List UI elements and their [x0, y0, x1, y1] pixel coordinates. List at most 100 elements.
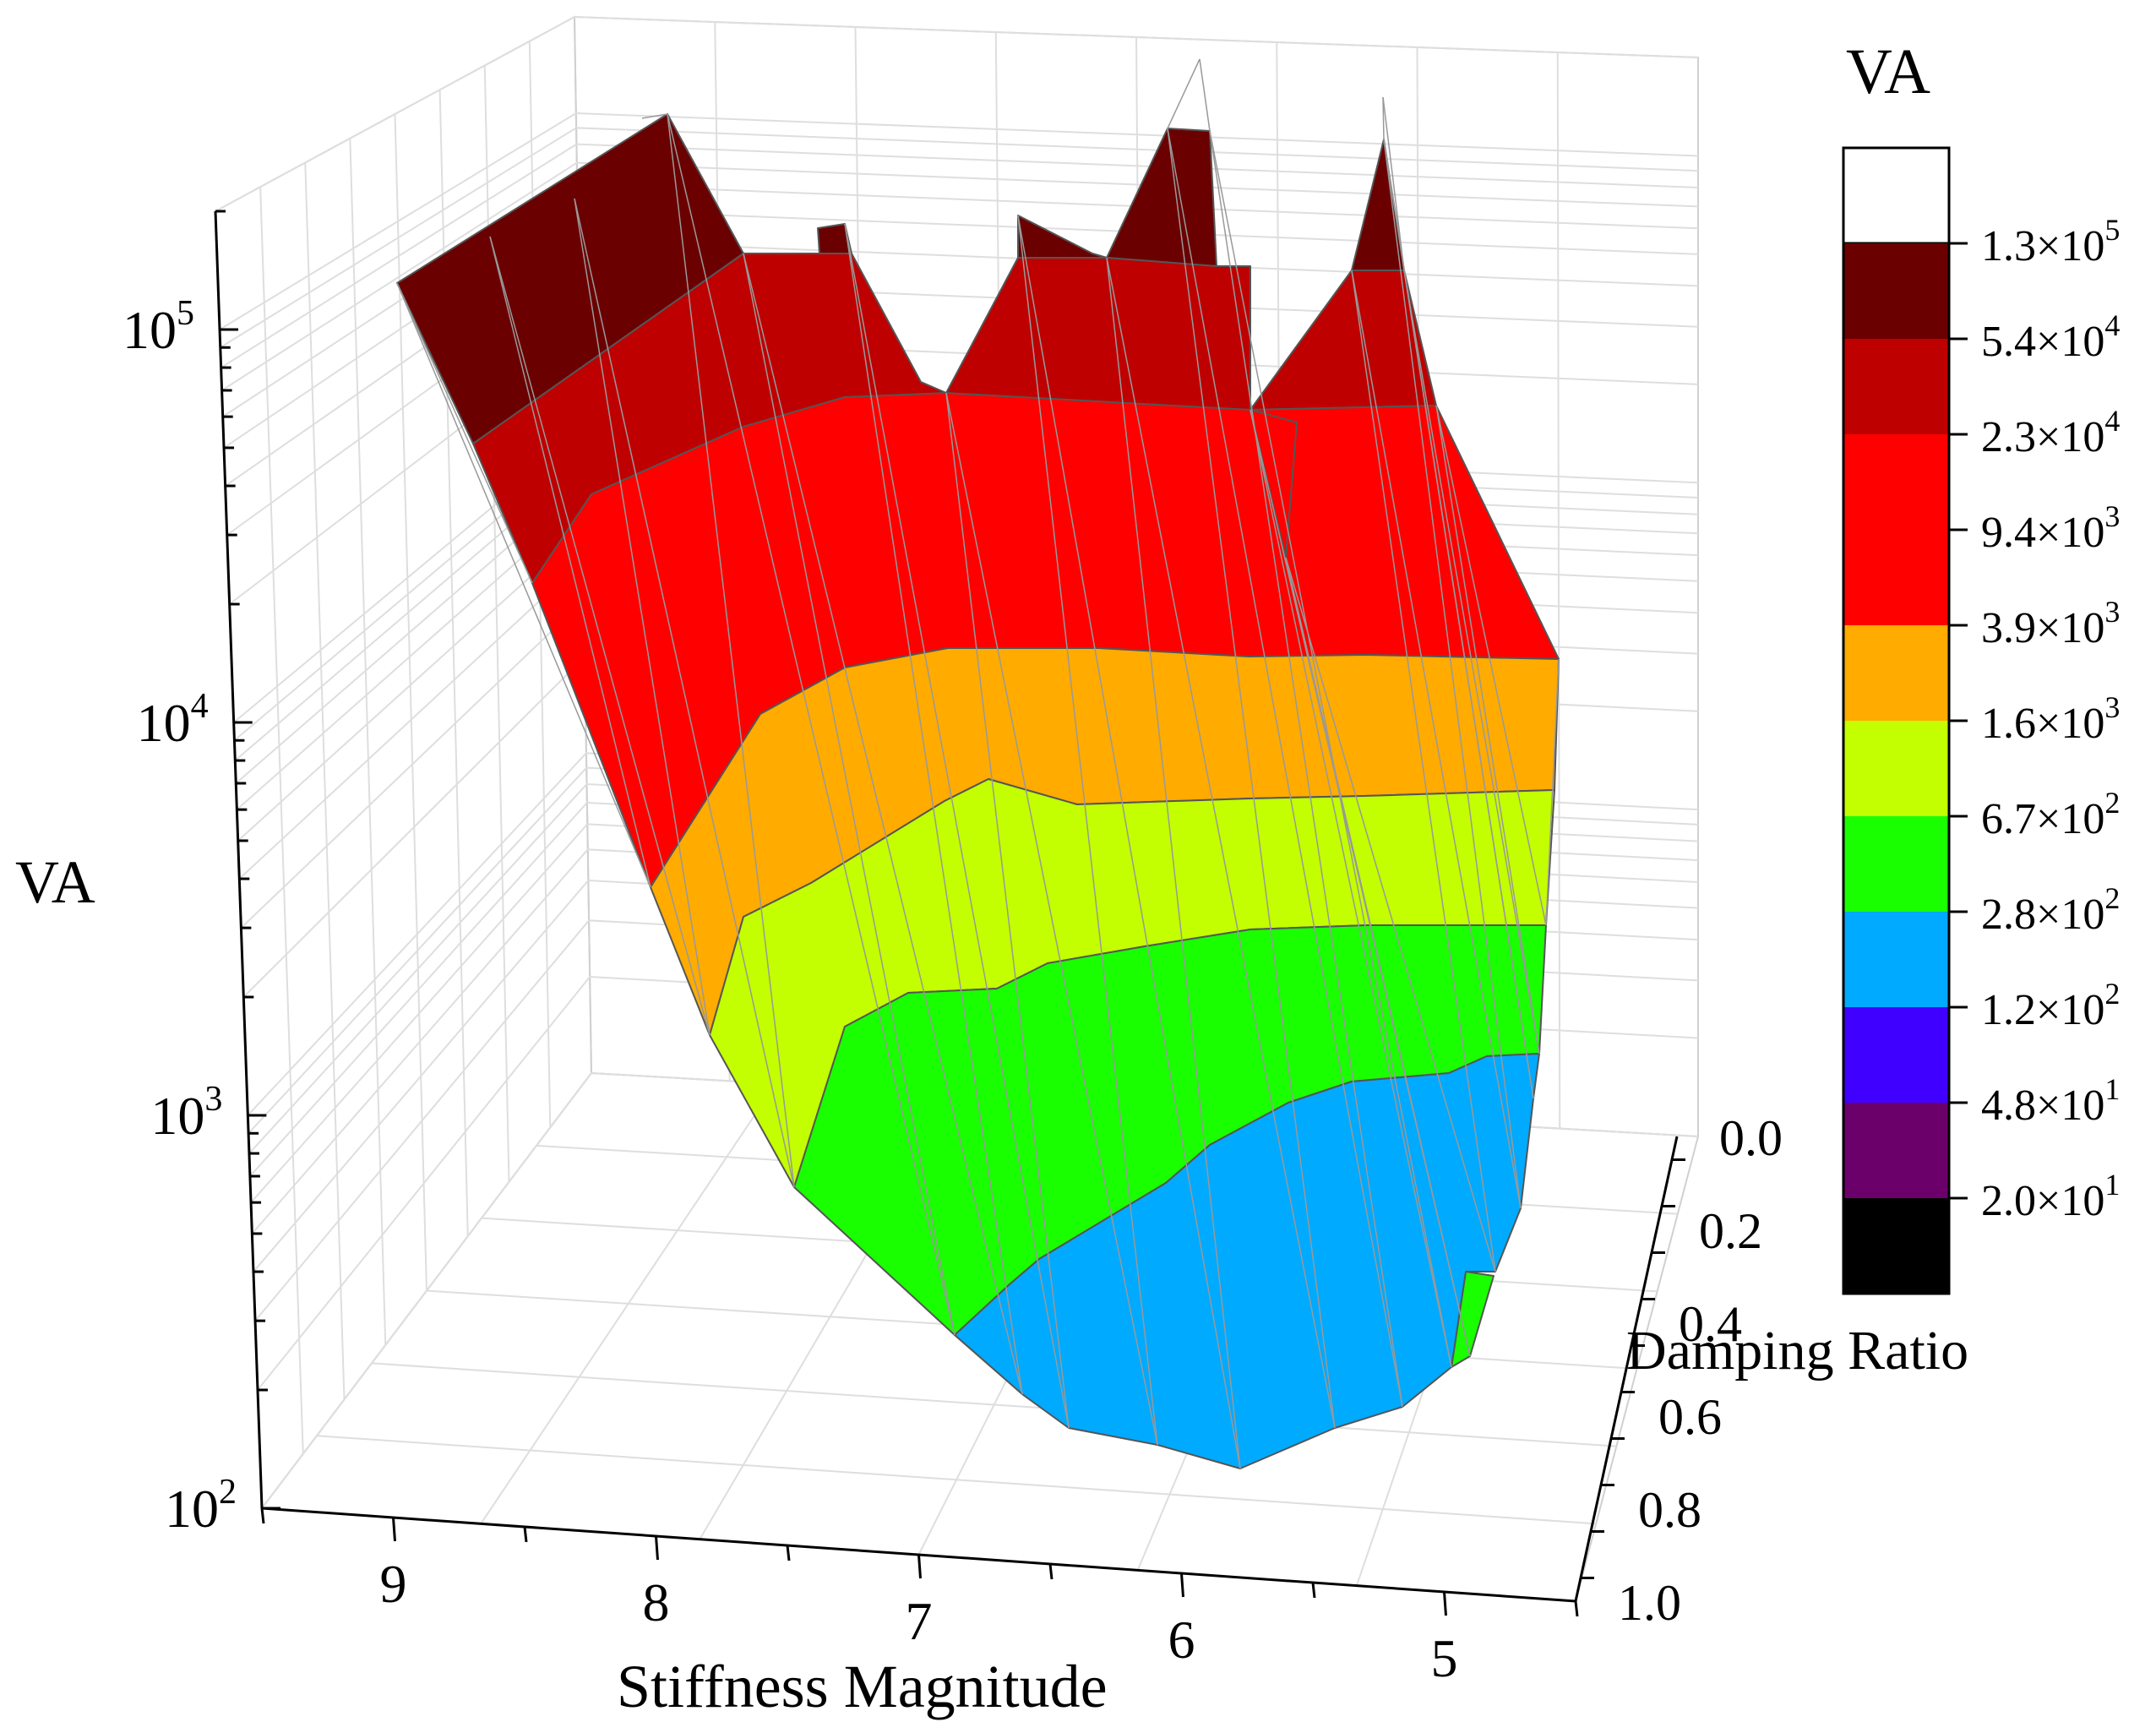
x-minor-tick	[786, 1545, 791, 1561]
colorbar-cell	[1843, 434, 1949, 530]
colorbar-cell	[1843, 912, 1949, 1007]
x-tick-label: 9	[380, 1554, 407, 1614]
colorbar-label: 1.2×102	[1981, 977, 2120, 1034]
mesh-line	[641, 113, 668, 119]
z-tick-label: 105	[122, 294, 194, 360]
mesh-line	[1435, 405, 1540, 1055]
colorbar-label: 6.7×102	[1981, 786, 2120, 843]
mesh-line	[1017, 215, 1158, 1446]
colorbar-frame	[1842, 146, 1951, 1295]
mesh-line	[1382, 96, 1405, 271]
y-tick-label: 0.2	[1699, 1203, 1762, 1259]
gridline	[220, 127, 1699, 349]
mesh-line	[667, 113, 795, 1188]
colorbar-cell	[1843, 243, 1949, 339]
colorbar-cell	[1842, 146, 1951, 245]
colorbar-cell	[1843, 721, 1949, 816]
x-major-tick	[1443, 1591, 1447, 1616]
x-minor-tick	[1048, 1563, 1054, 1580]
colorbar-cells	[1842, 146, 1968, 1295]
z-tick-label: 104	[137, 687, 209, 753]
x-tick-label: 7	[906, 1591, 933, 1651]
x-major-tick	[392, 1517, 396, 1542]
y-axis-ticks: 0.0 0.2 0.4 0.6 0.8 1.0	[1581, 1110, 1783, 1631]
y-tick-label: 0.0	[1719, 1110, 1783, 1166]
colorbar-cell	[1843, 1103, 1949, 1198]
mesh-line	[1382, 96, 1385, 140]
z-tick-label: 103	[150, 1080, 222, 1146]
mesh-line	[1017, 215, 1241, 1469]
y-tick-label: 0.6	[1658, 1389, 1722, 1445]
x-axis-title: Stiffness Magnitude	[617, 1653, 1108, 1720]
y-axis-line	[1574, 1136, 1679, 1602]
colorbar-label: 2.3×104	[1981, 404, 2120, 461]
x-minor-tick	[1574, 1600, 1579, 1617]
gridline	[221, 161, 1699, 391]
gridline	[215, 15, 1699, 212]
x-minor-tick	[260, 1507, 265, 1524]
colorbar-label: 4.8×101	[1981, 1072, 2120, 1130]
gridline	[259, 187, 304, 1454]
x-major-tick	[1180, 1572, 1184, 1598]
mesh-line	[945, 392, 1070, 1429]
colorbar-label: 2.8×102	[1981, 881, 2120, 939]
y-tick-label: 1.0	[1618, 1575, 1681, 1631]
gridline	[304, 162, 346, 1400]
gridline	[1556, 52, 1561, 1129]
y-axis-title: Damping Ratio	[1626, 1320, 1968, 1381]
surface-mesh	[396, 58, 1560, 1469]
gridline	[394, 113, 427, 1291]
colorbar-title: VA	[1846, 36, 1930, 107]
mesh-line	[1285, 557, 1496, 1273]
mesh-line	[396, 282, 651, 888]
z-tick-label: 102	[165, 1473, 237, 1539]
colorbar-label: 1.3×105	[1981, 213, 2120, 270]
colorbar-cell	[1843, 530, 1949, 625]
mesh-line	[489, 236, 710, 1036]
gridline	[220, 143, 1699, 368]
mesh-line	[844, 223, 1023, 1395]
x-minor-tick	[523, 1526, 528, 1543]
mesh-line	[1106, 257, 1241, 1469]
colorbar-label: 5.4×104	[1981, 308, 2120, 366]
mesh-line	[574, 198, 710, 1036]
colorbar-label: 9.4×103	[1981, 499, 2120, 557]
y-tick-label: 0.4	[1679, 1296, 1742, 1352]
colorbar-labels: 1.3×105 5.4×104 2.3×104 9.4×103 3.9×103 1.6×1…	[1981, 213, 2120, 1225]
colorbar-cell	[1843, 339, 1949, 434]
x-tick-label: 6	[1168, 1610, 1195, 1670]
mesh-line	[945, 392, 1158, 1446]
mesh-line	[1383, 139, 1522, 1209]
z-axis-ticks: 102 103 104 105	[122, 210, 280, 1539]
mesh-line	[743, 253, 1023, 1395]
colorbar-label: 3.9×103	[1981, 595, 2120, 652]
gridline	[219, 112, 1699, 330]
mesh-line	[1250, 409, 1452, 1368]
mesh-line	[743, 253, 956, 1336]
mesh-line	[489, 236, 651, 888]
mesh-line	[1351, 270, 1496, 1273]
mesh-line	[1351, 270, 1522, 1209]
mesh-line	[1545, 658, 1560, 926]
mesh-line	[1285, 557, 1471, 1357]
mesh-line	[667, 113, 956, 1336]
x-major-tick	[655, 1535, 659, 1561]
x-tick-label: 5	[1431, 1628, 1458, 1688]
x-major-tick	[917, 1554, 922, 1579]
mesh-line	[1167, 58, 1200, 129]
mesh-line	[1209, 130, 1403, 1408]
mesh-line	[1167, 128, 1403, 1408]
mesh-line	[396, 282, 533, 584]
mesh-line	[1403, 270, 1540, 1055]
colorbar-cell	[1843, 1198, 1949, 1294]
mesh-line	[1106, 257, 1336, 1429]
surface	[396, 58, 1560, 1469]
y-tick-label: 0.8	[1638, 1482, 1701, 1538]
z-axis-line	[214, 210, 264, 1509]
colorbar-label: 1.6×103	[1981, 690, 2120, 748]
colorbar-label: 2.0×101	[1981, 1168, 2120, 1225]
surface-band-blue	[954, 1053, 1540, 1469]
gridline	[349, 138, 387, 1345]
z-axis-title: VA	[15, 848, 95, 916]
